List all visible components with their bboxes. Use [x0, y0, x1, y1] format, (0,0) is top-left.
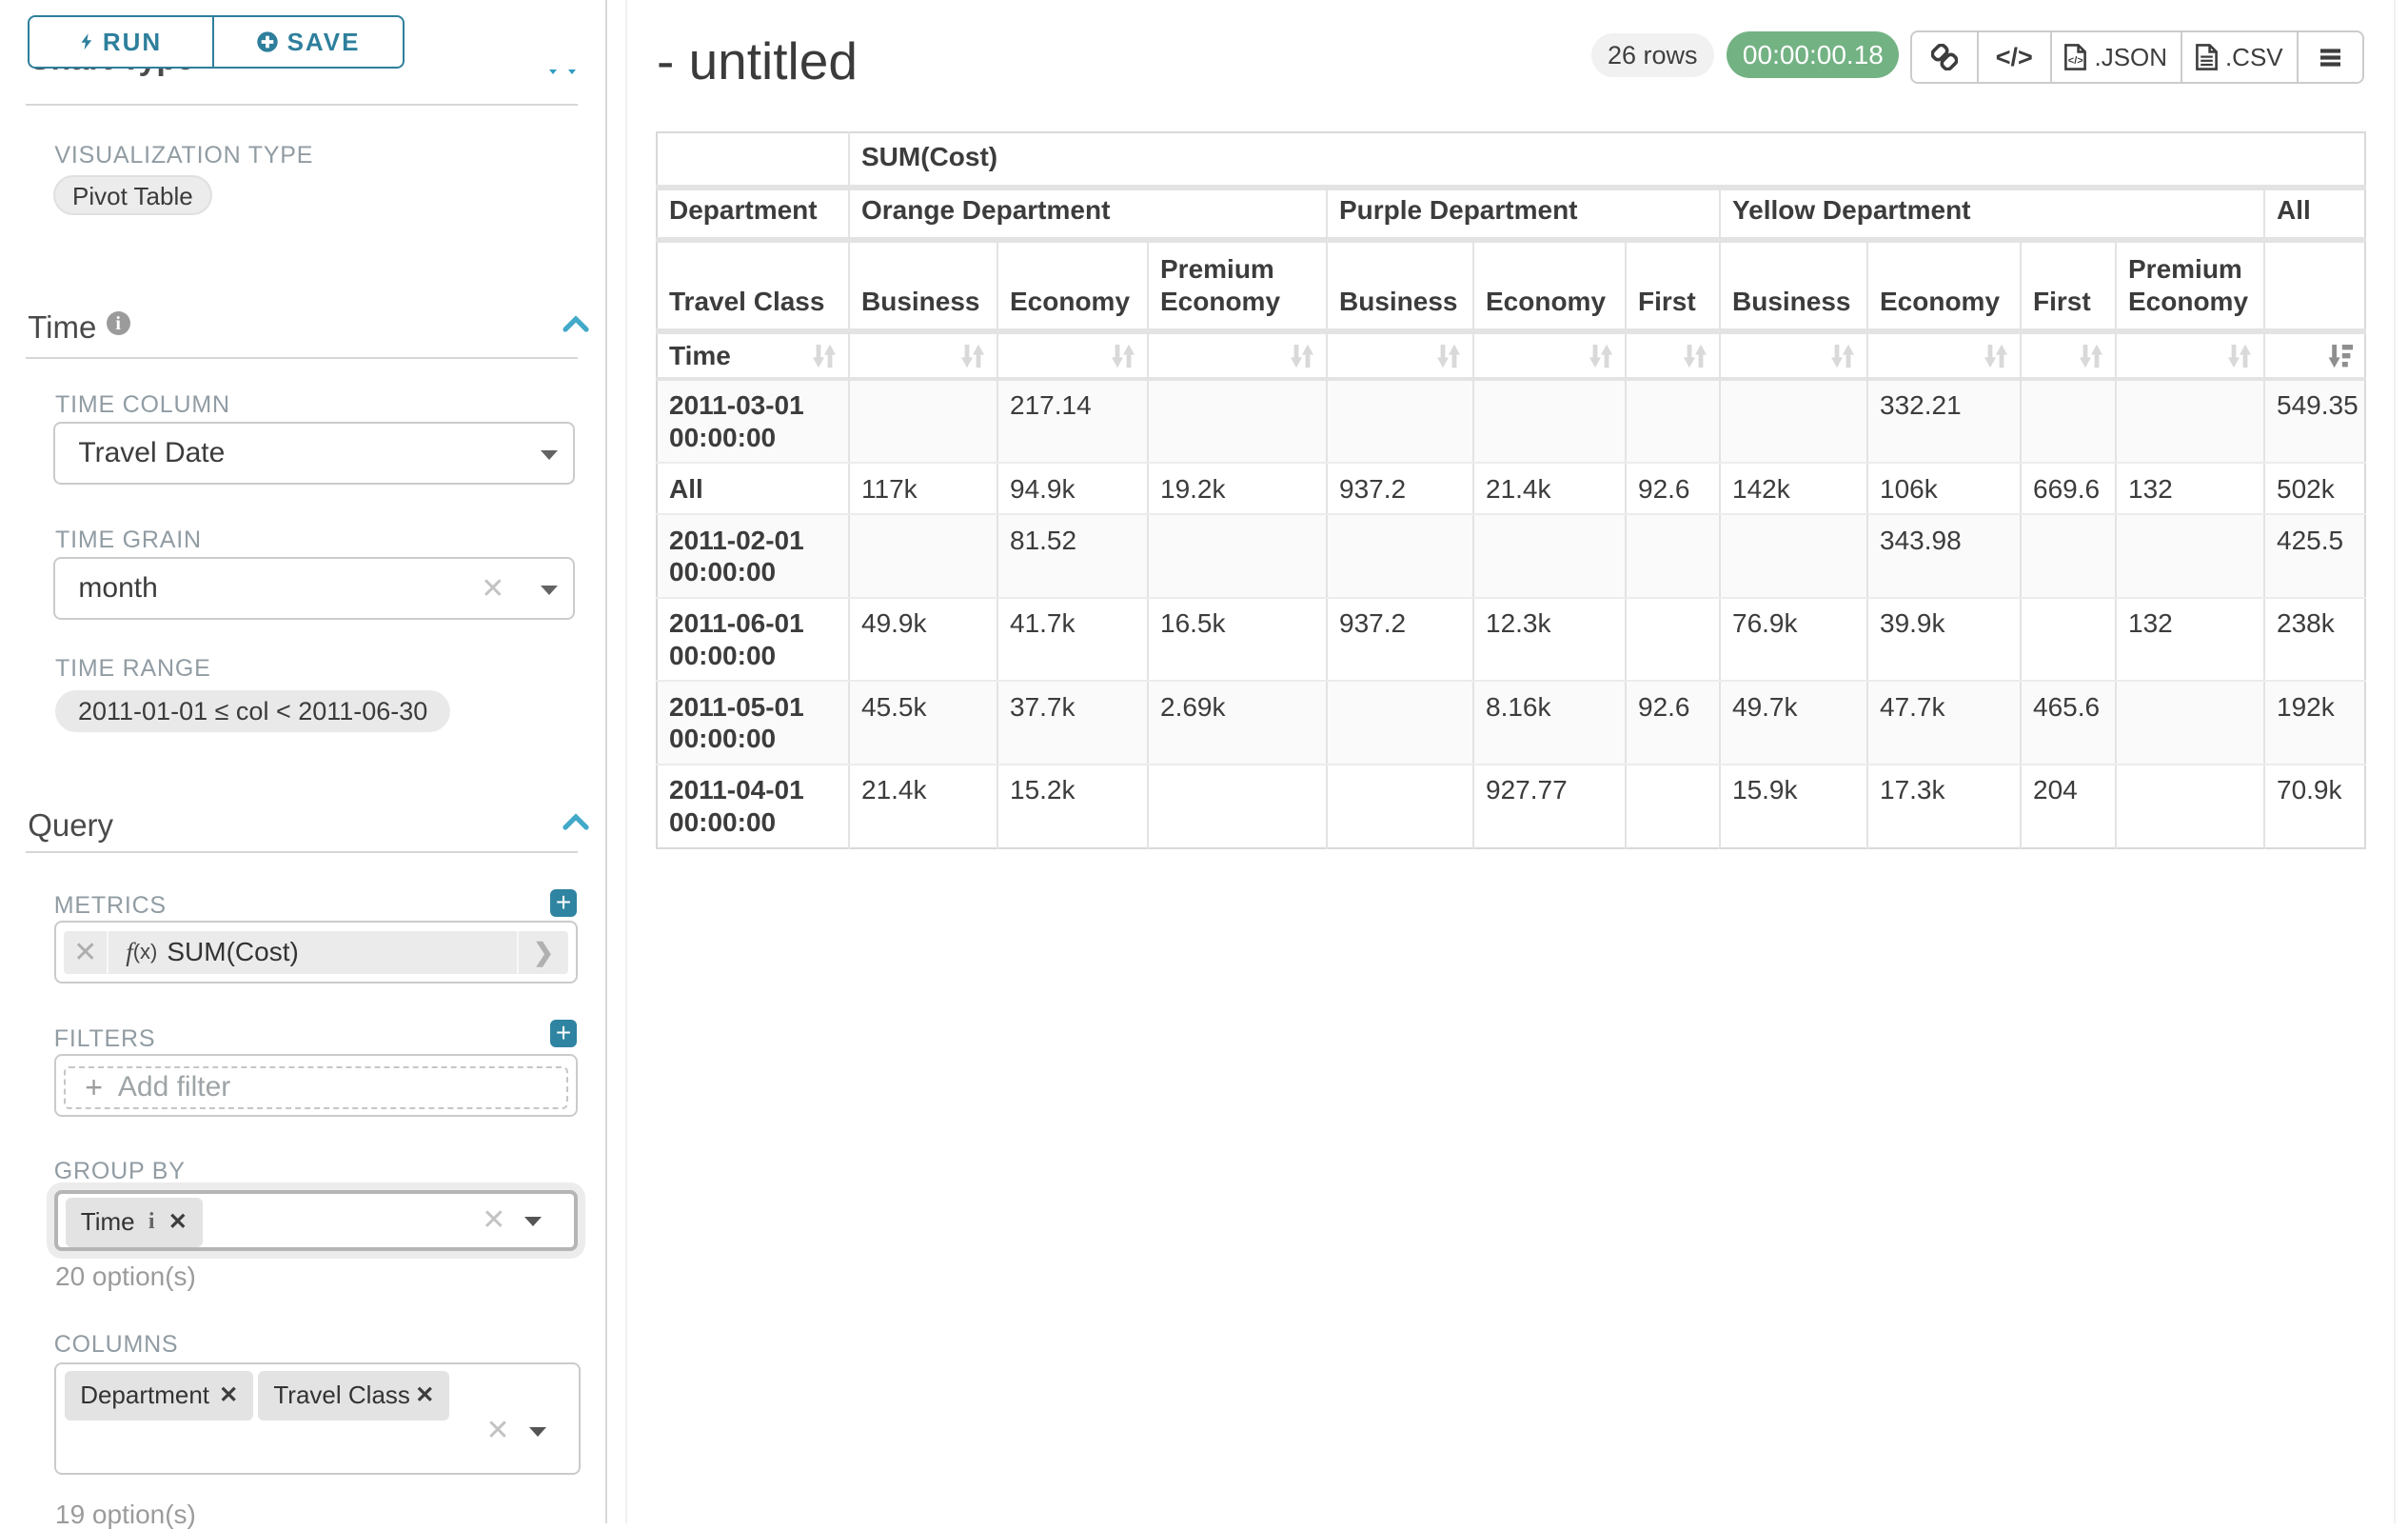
svg-text:</>: </>	[2068, 55, 2083, 67]
